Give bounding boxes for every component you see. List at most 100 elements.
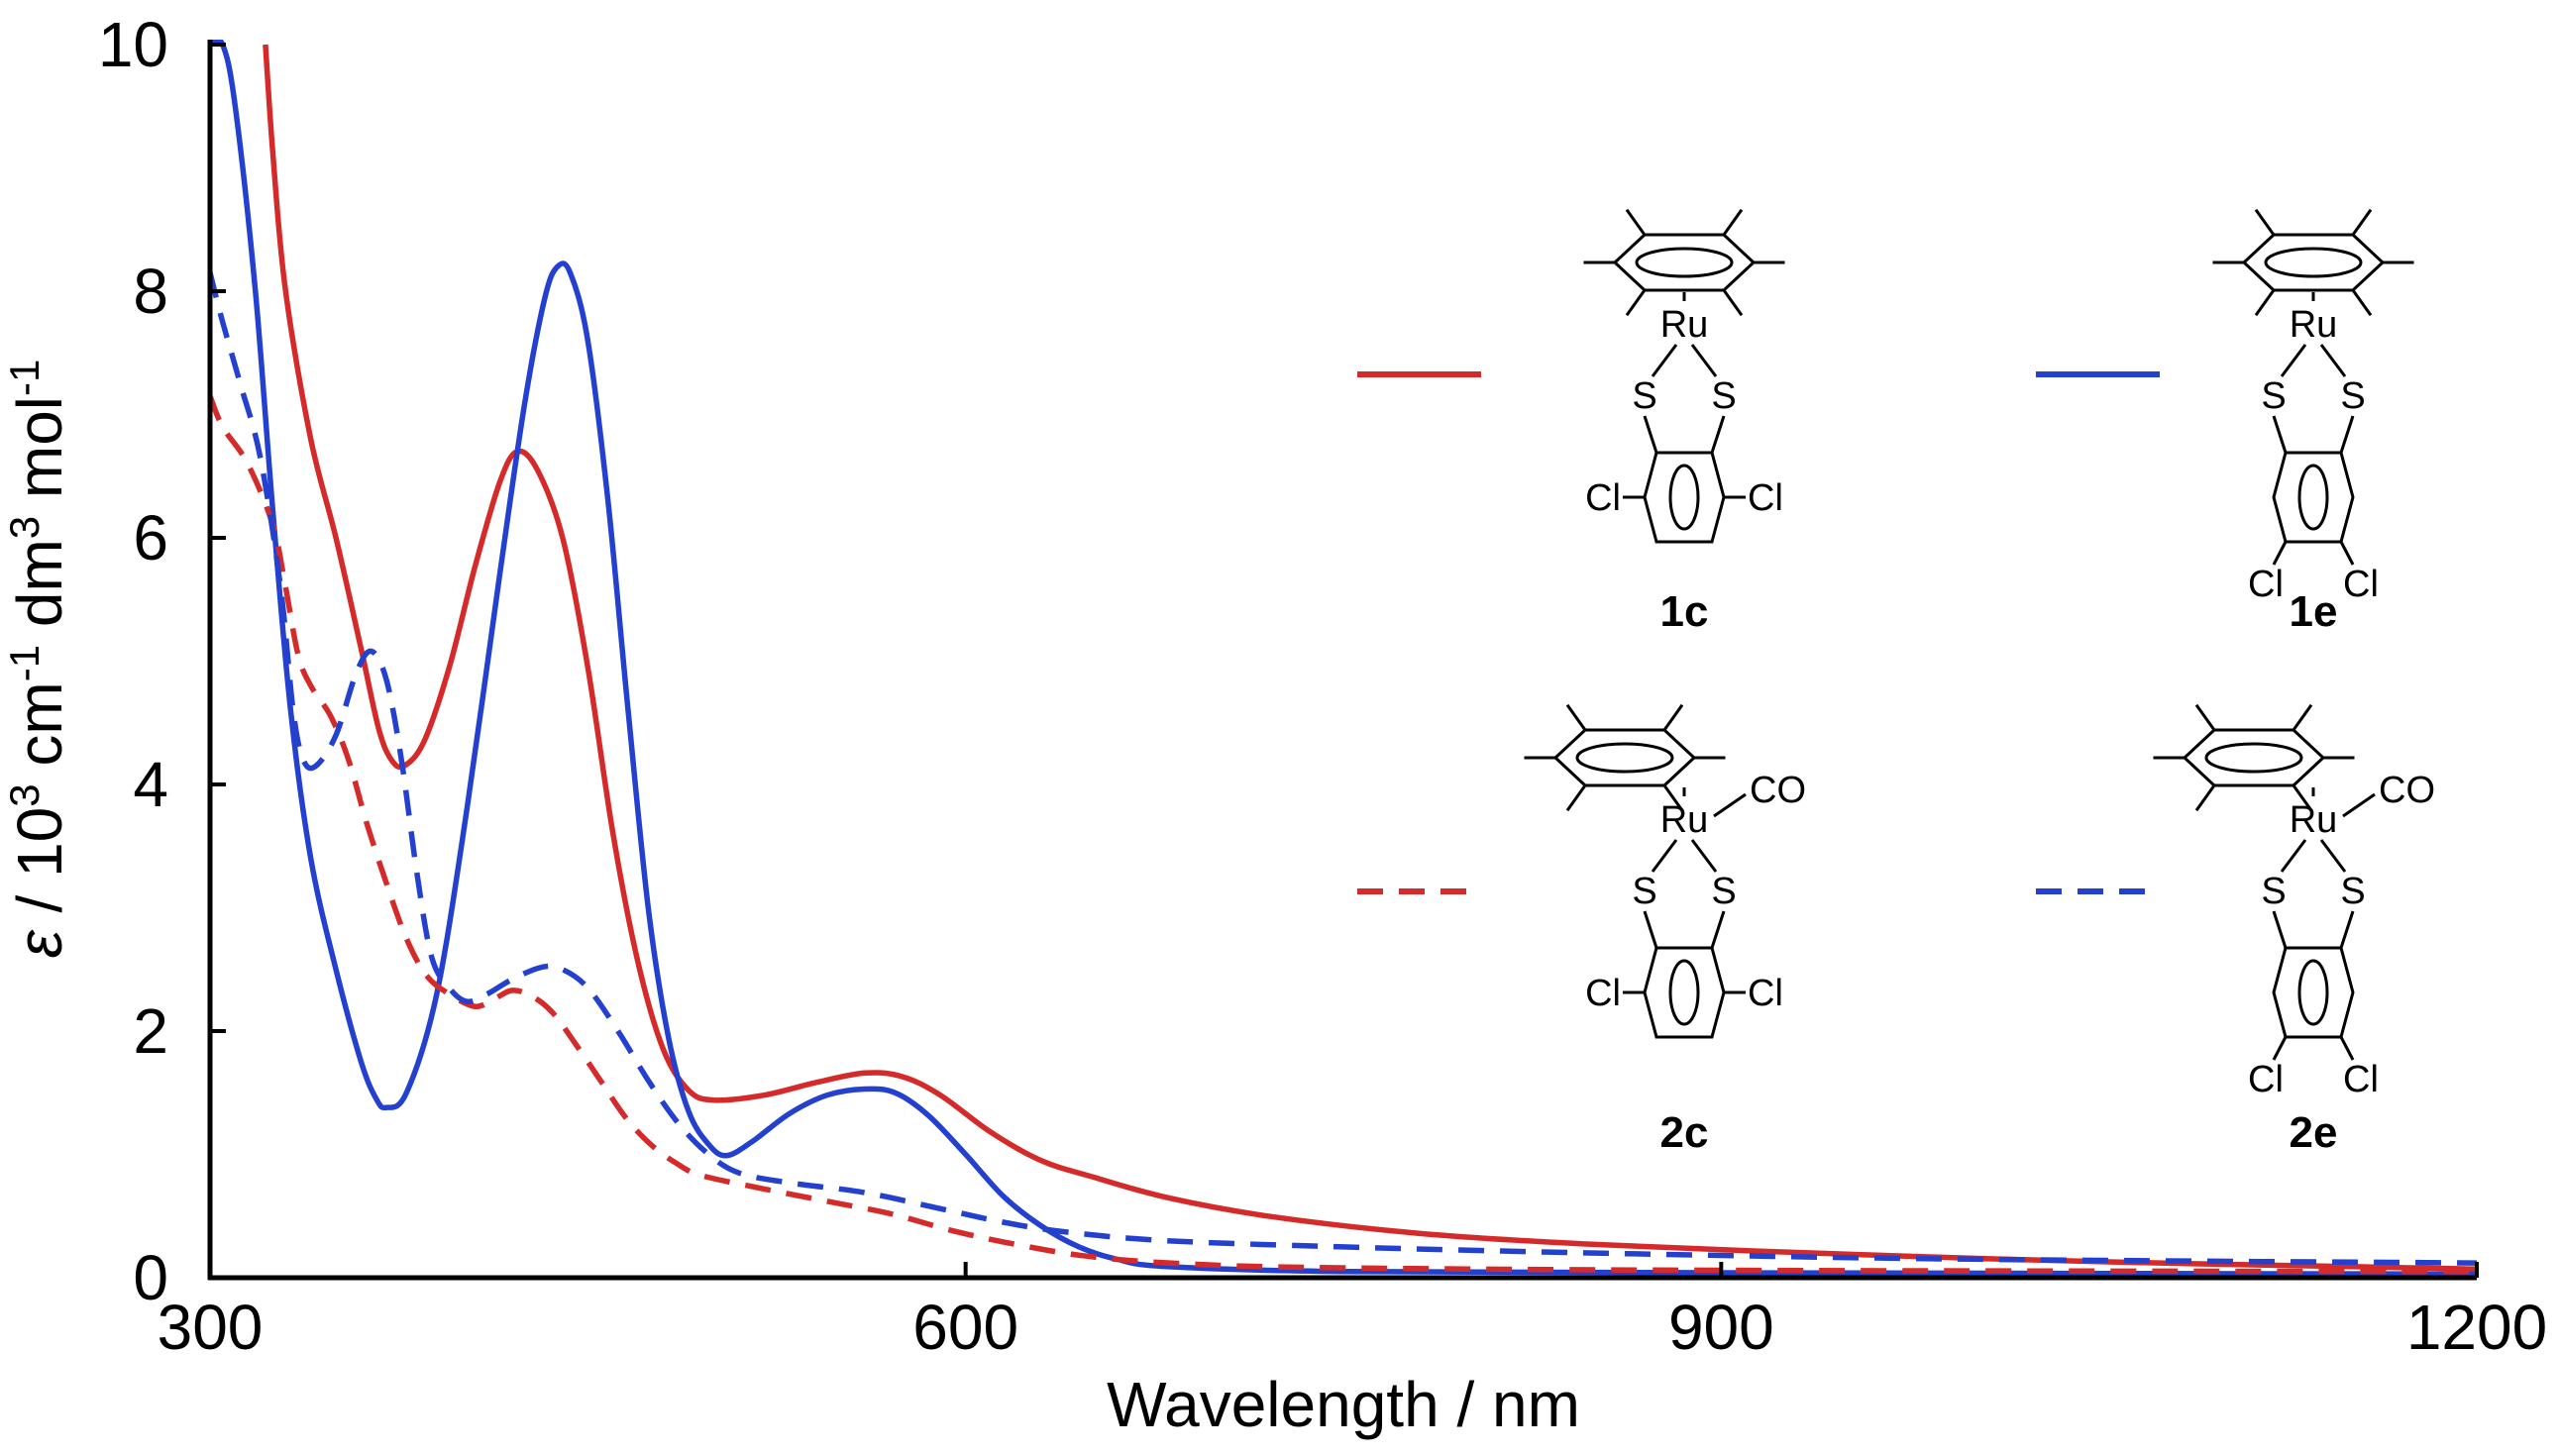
ru-s-bond-icon (2280, 839, 2307, 873)
y-axis-title-part: mol (4, 396, 75, 516)
y-axis-title-part: / 10 (4, 807, 75, 931)
ruthenium-label: Ru (2290, 304, 2338, 346)
legend-entry-2c: Ru CO S S Cl Cl 2c (1357, 703, 1806, 1157)
methyl-bond-icon (2292, 784, 2313, 812)
y-tick-label: 8 (133, 256, 168, 327)
methyl-bond-icon (2351, 208, 2373, 236)
y-tick-label: 10 (98, 9, 168, 80)
arene-aromatic-icon (1575, 742, 1674, 774)
sulfur-label: S (2340, 871, 2365, 912)
chlorine-label: Cl (2248, 564, 2284, 605)
benzene-aromatic-icon (2297, 464, 2329, 531)
chlorine-label: Cl (1748, 973, 1783, 1014)
methyl-bond-icon (2194, 784, 2216, 812)
y-axis-title-symbol: ε (4, 929, 75, 958)
y-axis-title-sup: 3 (1, 516, 48, 539)
arene-aromatic-icon (2204, 742, 2303, 774)
ru-s-bond-icon (1651, 344, 1678, 377)
ru-s-bond-icon (2319, 344, 2347, 377)
methyl-bond-icon (1565, 703, 1587, 731)
benzene-aromatic-icon (1668, 464, 1700, 531)
y-axis-title: ε / 103 cm-1 dm3 mol-1 (1, 360, 76, 959)
methyl-bond-icon (1565, 784, 1587, 812)
ru-co-bond-icon (1713, 792, 1747, 818)
c-cl-bond-icon (2339, 1036, 2355, 1061)
ru-s-bond-icon (1690, 839, 1718, 873)
chlorine-label: Cl (2343, 564, 2379, 605)
y-tick-label: 6 (133, 502, 168, 573)
x-tick-label: 900 (1668, 1292, 1774, 1363)
s-c-bond-icon (2272, 910, 2288, 949)
sulfur-label: S (1711, 871, 1736, 912)
sulfur-label: S (1632, 375, 1656, 417)
series-line-1c (263, 44, 2477, 1273)
series-line-2c (210, 394, 2477, 1275)
x-axis-title: Wavelength / nm (1107, 1369, 1580, 1440)
compound-label-1c: 1c (1660, 587, 1709, 636)
y-tick-label: 0 (133, 1242, 168, 1313)
benzene-aromatic-icon (2297, 959, 2329, 1026)
x-tick-label: 1200 (2406, 1292, 2547, 1363)
s-c-bond-icon (1643, 910, 1658, 949)
compound-label-1e: 1e (2290, 587, 2338, 636)
methyl-bond-icon (1662, 703, 1684, 731)
legend-entry-1c: RuS S Cl Cl 1c (1357, 208, 1785, 636)
methyl-bond-icon (1625, 289, 1647, 317)
sulfur-label: S (2340, 375, 2365, 417)
s-c-bond-icon (2339, 415, 2355, 454)
ru-s-bond-icon (1690, 344, 1718, 377)
series-line-2e (210, 271, 2477, 1266)
c-cl-bond-icon (2272, 1036, 2288, 1061)
ruthenium-label: Ru (1660, 304, 1709, 346)
methyl-bond-icon (2194, 703, 2216, 731)
y-tick-label: 2 (133, 995, 168, 1067)
y-axis-title-part: dm (4, 539, 75, 645)
s-c-bond-icon (2272, 415, 2288, 454)
methyl-bond-icon (2351, 289, 2373, 317)
arene-aromatic-icon (2264, 247, 2363, 278)
ru-s-bond-icon (2319, 839, 2347, 873)
methyl-bond-icon (1662, 784, 1684, 812)
methyl-bond-icon (1722, 208, 1744, 236)
s-c-bond-icon (1710, 415, 1726, 454)
sulfur-label: S (1632, 871, 1656, 912)
arene-aromatic-icon (1635, 247, 1734, 278)
chlorine-label: Cl (1585, 973, 1621, 1014)
carbonyl-label: CO (1750, 770, 1806, 811)
y-axis-title-sup: 3 (1, 783, 48, 806)
ru-s-bond-icon (1651, 839, 1678, 873)
compound-label-2e: 2e (2290, 1108, 2338, 1157)
x-tick-label: 300 (158, 1292, 264, 1363)
c-cl-bond-icon (2339, 541, 2355, 566)
methyl-bond-icon (2292, 703, 2313, 731)
sulfur-label: S (2261, 375, 2286, 417)
x-tick-label: 600 (912, 1292, 1018, 1363)
chlorine-label: Cl (1585, 477, 1621, 519)
chlorine-label: Cl (2248, 1059, 2284, 1100)
methyl-bond-icon (1625, 208, 1647, 236)
ru-s-bond-icon (2280, 344, 2307, 377)
methyl-bond-icon (2254, 208, 2276, 236)
ruthenium-label: Ru (1660, 799, 1709, 841)
y-axis-title-part: cm (4, 681, 75, 783)
benzene-aromatic-icon (1668, 959, 1700, 1026)
methyl-bond-icon (2254, 289, 2276, 317)
sulfur-label: S (1711, 375, 1736, 417)
ruthenium-label: Ru (2290, 799, 2338, 841)
ru-co-bond-icon (2342, 792, 2376, 818)
sulfur-label: S (2261, 871, 2286, 912)
compound-label-2c: 2c (1660, 1108, 1709, 1157)
c-cl-bond-icon (2272, 541, 2288, 566)
s-c-bond-icon (2339, 910, 2355, 949)
s-c-bond-icon (1643, 415, 1658, 454)
chlorine-label: Cl (1748, 477, 1783, 519)
methyl-bond-icon (1722, 289, 1744, 317)
chlorine-label: Cl (2343, 1059, 2379, 1100)
carbonyl-label: CO (2379, 770, 2435, 811)
s-c-bond-icon (1710, 910, 1726, 949)
y-axis-title-sup: -1 (1, 360, 48, 396)
